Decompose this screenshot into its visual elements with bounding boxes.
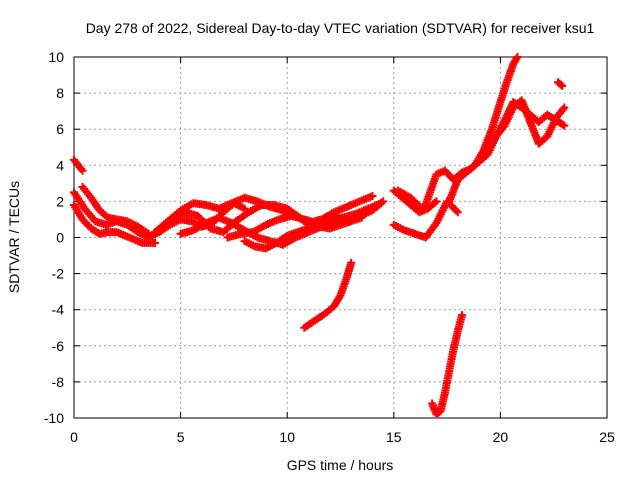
chart-title: Day 278 of 2022, Sidereal Day-to-day VTE…	[86, 20, 595, 36]
series-track-10	[300, 258, 356, 332]
data-point	[458, 311, 467, 320]
series-track-17	[428, 311, 467, 419]
data-point	[453, 208, 462, 217]
data-point	[558, 81, 567, 90]
y-tick-label: -4	[52, 302, 65, 318]
y-tick-label: -6	[52, 338, 65, 354]
x-tick-label: 10	[279, 429, 295, 445]
data-point	[377, 199, 386, 208]
data-point	[144, 229, 153, 238]
y-tick-label: 10	[48, 49, 64, 65]
series-track-1	[70, 155, 87, 175]
data-point	[357, 213, 366, 222]
data-point	[452, 206, 461, 215]
plot-frame	[73, 56, 608, 419]
y-tick-label: -2	[52, 266, 65, 282]
y-tick-label: -8	[52, 374, 65, 390]
series-track-16	[553, 78, 567, 90]
x-axis-title: GPS time / hours	[287, 457, 394, 473]
x-tick-label: 0	[70, 429, 78, 445]
series-track-3	[70, 201, 160, 247]
data-point	[513, 53, 522, 61]
series-track-4	[78, 182, 153, 238]
data-point	[560, 121, 569, 130]
data-point	[432, 197, 441, 206]
data-point	[151, 238, 160, 247]
x-tick-label: 5	[177, 429, 185, 445]
series-track-9	[240, 213, 366, 253]
y-tick-label: 0	[56, 230, 64, 246]
data-point	[556, 80, 565, 89]
data-point	[368, 191, 377, 200]
grid	[74, 57, 607, 418]
y-tick-label: -10	[44, 410, 64, 426]
y-tick-label: 8	[56, 85, 64, 101]
series-track-15	[475, 96, 569, 166]
axes: 0 5 10 15 20 25 -10 -8 -6 -4 -2 0 2 4 6 8 10	[44, 49, 615, 445]
x-tick-label: 25	[599, 429, 615, 445]
y-axis-title: SDTVAR / TECUs	[6, 181, 22, 293]
data-point	[347, 258, 356, 267]
x-tick-label: 15	[386, 429, 402, 445]
series-track-8	[223, 199, 386, 242]
y-tick-label: 4	[56, 157, 64, 173]
x-tick-label: 20	[493, 429, 509, 445]
data-point	[78, 166, 87, 175]
y-tick-label: 2	[56, 193, 64, 209]
y-tick-label: 6	[56, 121, 64, 137]
data-marks	[70, 53, 569, 419]
data-point	[560, 103, 569, 112]
series-track-12	[389, 197, 462, 242]
